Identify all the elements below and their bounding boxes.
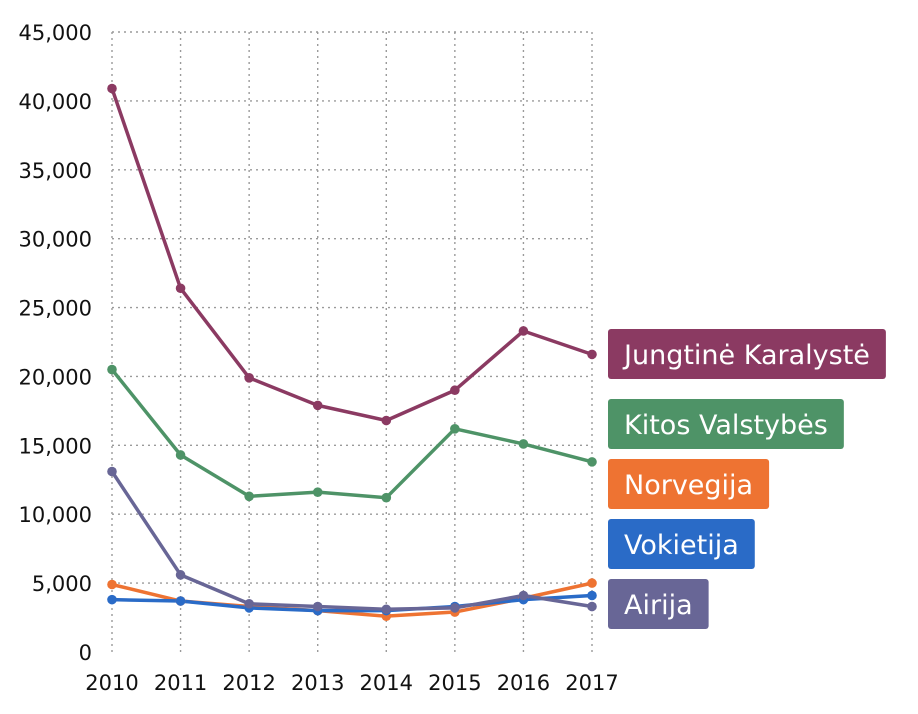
- legend-item: Airija: [608, 579, 709, 629]
- data-point: [244, 598, 254, 609]
- y-tick-label: 25,000: [19, 297, 92, 321]
- data-point: [450, 424, 460, 434]
- legend-item: Norvegija: [608, 459, 770, 509]
- y-tick-label: 40,000: [19, 90, 92, 114]
- data-point: [175, 570, 186, 580]
- legend-label: Jungtinė Karalystė: [622, 340, 870, 371]
- legend-badge: [608, 399, 844, 449]
- data-point: [175, 450, 186, 460]
- data-point: [518, 439, 529, 449]
- data-point: [381, 604, 392, 615]
- series-line-3: [110, 593, 594, 613]
- y-tick-label: 5,000: [32, 572, 92, 596]
- data-point: [518, 326, 529, 336]
- data-point: [244, 373, 254, 383]
- data-point: [107, 579, 117, 590]
- series-line-4: [110, 469, 594, 612]
- y-tick-label: 0: [79, 641, 92, 665]
- legend-badge: [608, 329, 886, 379]
- legend-badge: [608, 459, 770, 509]
- grid: [111, 31, 593, 652]
- data-point: [312, 487, 323, 497]
- data-point: [175, 283, 186, 294]
- x-tick-label: 2012: [222, 671, 275, 695]
- data-point: [518, 590, 529, 601]
- legend-label: Kitos Valstybės: [624, 410, 828, 441]
- series-lines: [110, 86, 594, 618]
- series-line-0: [110, 86, 594, 423]
- data-point: [381, 415, 392, 426]
- legend-item: Kitos Valstybės: [608, 399, 844, 449]
- x-tick-label: 2015: [428, 671, 481, 695]
- legend-item: Jungtinė Karalystė: [608, 329, 886, 379]
- data-point: [244, 491, 254, 502]
- x-tick-label: 2011: [154, 671, 207, 695]
- y-tick-label: 20,000: [19, 365, 92, 389]
- data-point: [175, 596, 186, 606]
- y-axis: 0 5,000 10,000 15,000 20,000 25,000 30,000 35,0…: [19, 21, 92, 665]
- x-tick-label: 2014: [360, 671, 413, 695]
- legend-badge: [608, 579, 709, 629]
- x-tick-label: 2016: [497, 671, 550, 695]
- series-line-1: [110, 367, 594, 500]
- data-point: [450, 603, 460, 613]
- data-point: [450, 385, 460, 396]
- series-points: [107, 83, 597, 621]
- x-tick-label: 2017: [565, 671, 618, 695]
- legend-label: Norvegija: [624, 470, 753, 501]
- data-point: [107, 364, 117, 375]
- y-tick-label: 30,000: [19, 228, 92, 252]
- data-point: [107, 594, 117, 605]
- x-tick-label: 2013: [291, 671, 344, 695]
- y-tick-label: 15,000: [19, 434, 92, 458]
- legend-badge: [608, 519, 755, 569]
- data-point: [381, 492, 392, 503]
- data-point: [107, 466, 117, 477]
- data-point: [587, 578, 597, 588]
- data-point: [312, 601, 323, 612]
- data-point: [107, 83, 117, 94]
- x-axis: 2010 2011 2012 2013 2014 2015 2016 2017: [85, 671, 618, 695]
- legend-label: Vokietija: [624, 530, 739, 561]
- data-point: [587, 601, 597, 612]
- legend: Jungtinė Karalystė Kitos Valstybės Norvegi…: [608, 329, 886, 629]
- data-point: [312, 400, 323, 411]
- y-tick-label: 45,000: [19, 21, 92, 45]
- data-point: [587, 590, 597, 601]
- y-tick-label: 10,000: [19, 503, 92, 527]
- legend-label: Airija: [624, 590, 693, 621]
- data-point: [587, 457, 597, 467]
- data-point: [587, 349, 597, 360]
- x-tick-label: 2010: [85, 671, 138, 695]
- legend-item: Vokietija: [608, 519, 755, 569]
- y-tick-label: 35,000: [19, 159, 92, 183]
